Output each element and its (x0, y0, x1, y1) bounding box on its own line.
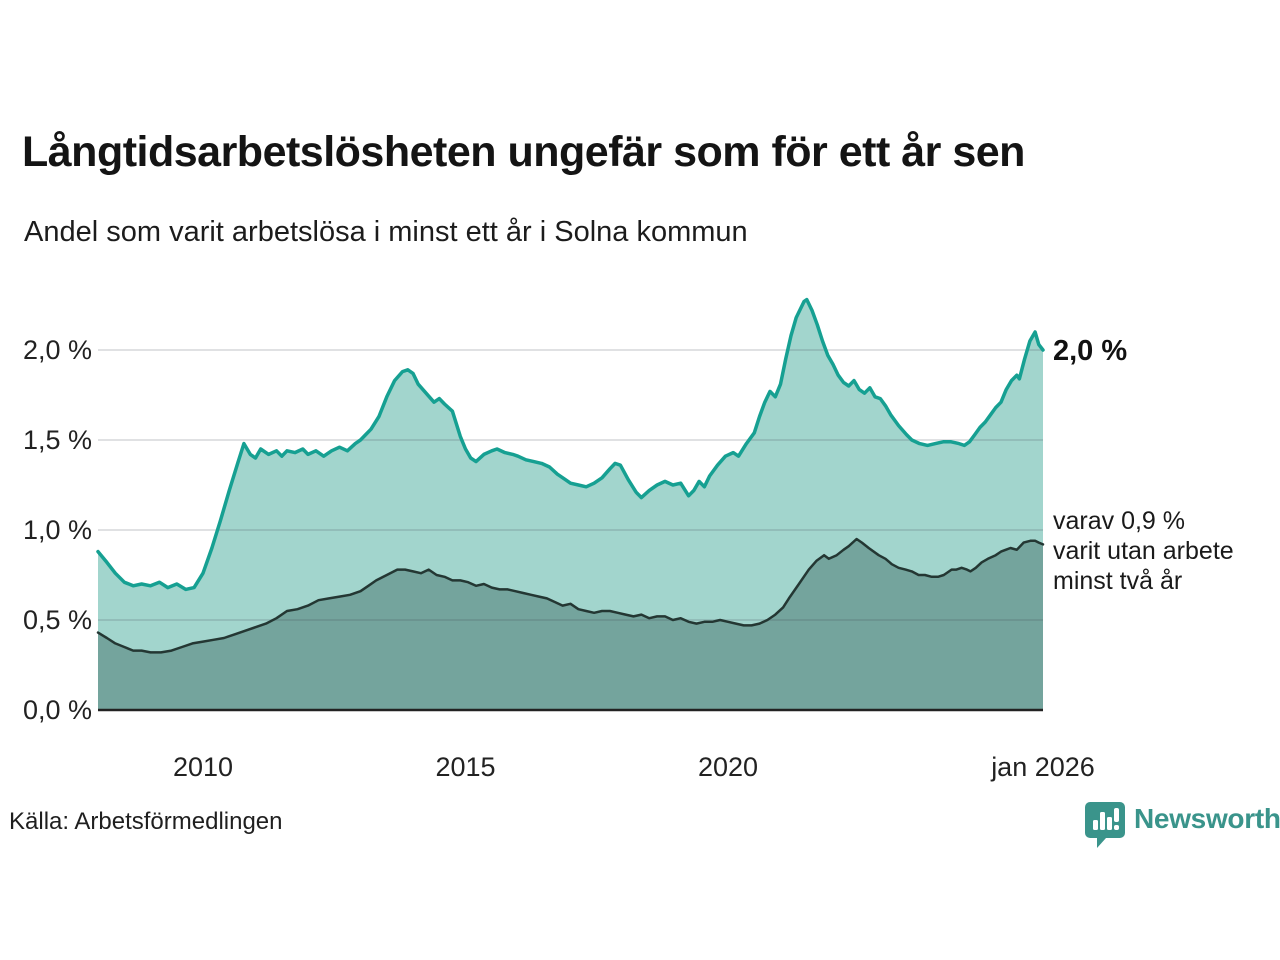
subset-annotation-line3: minst två år (1053, 567, 1183, 595)
y-axis-tick-label: 1,5 % (22, 425, 92, 455)
subset-annotation-line1: varav 0,9 % (1053, 507, 1186, 535)
x-axis-tick-label: 2020 (697, 752, 759, 782)
x-axis-tick-label: 2015 (435, 752, 496, 782)
y-axis-tick-label: 0,0 % (22, 695, 92, 725)
y-axis-tick-label: 1,0 % (22, 515, 92, 545)
subset-annotation-line2: varit utan arbete (1053, 537, 1234, 565)
source-credit: Källa: Arbetsförmedlingen (9, 808, 283, 835)
area-two-year-unemployment (98, 539, 1043, 710)
line-long-term-unemployment (96, 297, 1045, 592)
line-two-year-unemployment (96, 537, 1045, 654)
newsworthy-icon (1085, 802, 1125, 848)
y-axis-tick-label: 2,0 % (22, 335, 92, 365)
brand-logo: Newsworthy (1085, 800, 1280, 850)
latest-value-annotation: 2,0 % (1053, 335, 1128, 367)
page-title: Långtidsarbetslösheten ungefär som för e… (22, 128, 1025, 176)
brand-name: Newsworthy (1134, 803, 1280, 834)
x-axis-tick-label: jan 2026 (991, 752, 1095, 782)
subset-value-annotation: varav 0,9 % varit utan arbete minst två … (1053, 506, 1234, 596)
y-axis-tick-label: 0,5 % (22, 605, 92, 635)
chart-subtitle: Andel som varit arbetslösa i minst ett å… (24, 216, 748, 248)
x-axis-tick-label: 2010 (172, 752, 234, 782)
